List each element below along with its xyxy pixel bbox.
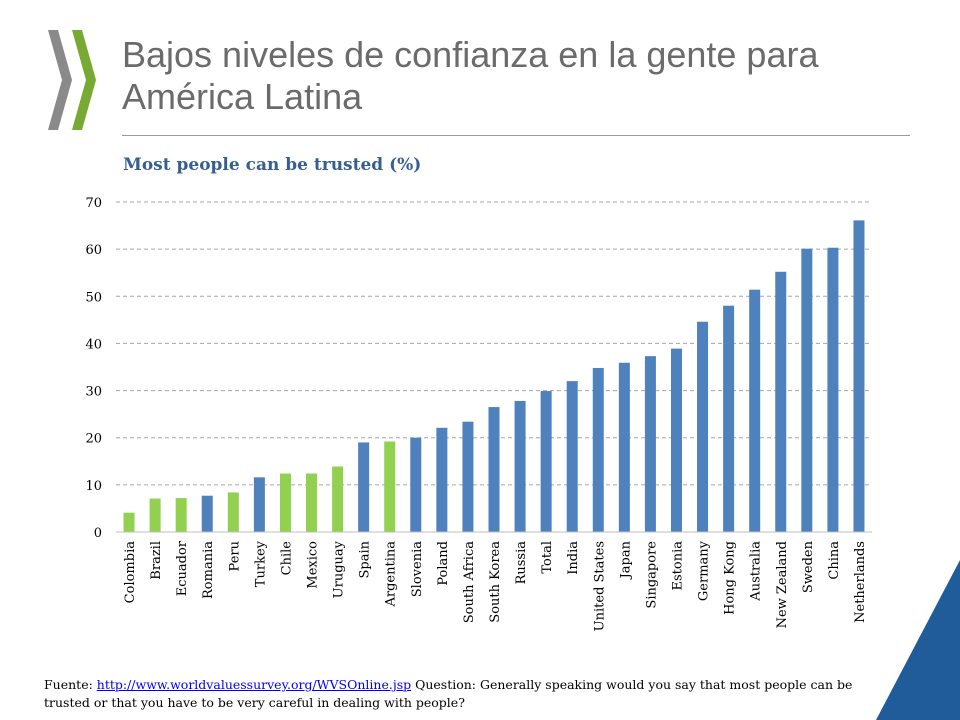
x-tick-label: Romania	[201, 541, 216, 599]
y-tick-label: 40	[85, 337, 102, 352]
x-tick-label: South Korea	[488, 541, 503, 623]
bar-hong-kong	[723, 305, 735, 532]
bars	[123, 220, 865, 532]
x-tick-label: Brazil	[149, 541, 164, 580]
x-tick-label: Sweden	[801, 540, 816, 593]
bar-slovenia	[410, 437, 422, 532]
x-tick-label: Uruguay	[332, 540, 347, 598]
bar-singapore	[644, 356, 656, 532]
bar-uruguay	[332, 466, 344, 532]
x-tick-label: Peru	[227, 541, 242, 571]
y-tick-label: 30	[85, 385, 102, 400]
x-tick-label: Germany	[697, 540, 712, 601]
footnote-question: Question: Generally speaking would you s…	[44, 677, 853, 710]
y-tick-label: 70	[85, 196, 102, 211]
bar-russia	[514, 400, 526, 532]
footnote-prefix: Fuente:	[44, 677, 97, 692]
bar-sweden	[801, 248, 813, 532]
bar-romania	[201, 495, 213, 532]
title-divider	[122, 135, 910, 136]
bar-turkey	[253, 477, 265, 532]
x-tick-label: United States	[592, 541, 607, 631]
x-tick-label: Turkey	[253, 540, 268, 587]
y-tick-label: 0	[94, 526, 102, 541]
x-tick-label: Singapore	[644, 541, 659, 609]
x-tick-label: Australia	[749, 541, 764, 602]
x-tick-label: China	[827, 541, 842, 580]
bar-china	[827, 247, 839, 532]
x-tick-label: New Zealand	[775, 541, 790, 628]
x-axis-labels: Colombia Brazil Ecuador Romania Peru Turkey Ch…	[123, 540, 868, 631]
x-tick-label: Hong Kong	[723, 541, 738, 615]
bar-japan	[618, 362, 630, 532]
x-tick-label: Poland	[436, 541, 451, 586]
x-tick-label: Mexico	[306, 541, 321, 589]
x-tick-label: Netherlands	[853, 541, 868, 623]
x-tick-label: Colombia	[123, 541, 138, 604]
slide-title: Bajos niveles de confianza en la gente p…	[122, 34, 819, 117]
bar-south-africa	[462, 421, 474, 532]
bar-ecuador	[175, 498, 187, 532]
y-tick-label: 50	[85, 290, 102, 305]
bar-united-states	[592, 367, 604, 532]
chart-title: Most people can be trusted (%)	[123, 155, 422, 175]
x-tick-label: Slovenia	[410, 541, 425, 597]
source-footnote: Fuente: http://www.worldvaluessurvey.org…	[44, 676, 874, 712]
bar-new-zealand	[775, 271, 787, 532]
bar-netherlands	[853, 220, 865, 532]
y-axis-ticks: 0 10 20 30 40 50 60 70	[85, 196, 102, 541]
x-tick-label: Estonia	[670, 541, 685, 591]
bar-south-korea	[488, 407, 500, 532]
x-tick-label: South Africa	[462, 541, 477, 623]
bar-colombia	[123, 512, 135, 532]
x-tick-label: Ecuador	[175, 540, 190, 596]
x-tick-label: Spain	[358, 540, 373, 578]
x-tick-label: Argentina	[384, 541, 399, 608]
bar-australia	[749, 289, 761, 532]
bar-peru	[227, 492, 239, 532]
x-tick-label: Russia	[514, 541, 529, 585]
logo-stripe-back-icon	[48, 30, 72, 130]
logo-stripe-front-icon	[72, 30, 96, 130]
bar-germany	[697, 321, 709, 532]
source-link[interactable]: http://www.worldvaluessurvey.org/WVSOnli…	[96, 677, 412, 692]
gridlines	[116, 201, 872, 486]
bar-argentina	[384, 441, 396, 532]
bar-india	[566, 381, 578, 532]
bar-spain	[358, 442, 370, 532]
x-tick-label: India	[566, 541, 581, 575]
bar-poland	[436, 427, 448, 532]
corner-triangle	[876, 560, 960, 720]
bar-estonia	[670, 348, 682, 532]
bar-chile	[279, 473, 291, 532]
bar-total	[540, 391, 552, 532]
y-tick-label: 60	[85, 243, 102, 258]
x-tick-label: Japan	[618, 540, 633, 580]
x-tick-label: Total	[540, 541, 555, 574]
y-tick-label: 20	[85, 432, 102, 447]
bar-mexico	[306, 473, 318, 532]
oecd-logo-icon	[48, 30, 96, 130]
y-tick-label: 10	[85, 479, 102, 494]
bar-brazil	[149, 498, 161, 532]
x-tick-label: Chile	[279, 541, 294, 576]
